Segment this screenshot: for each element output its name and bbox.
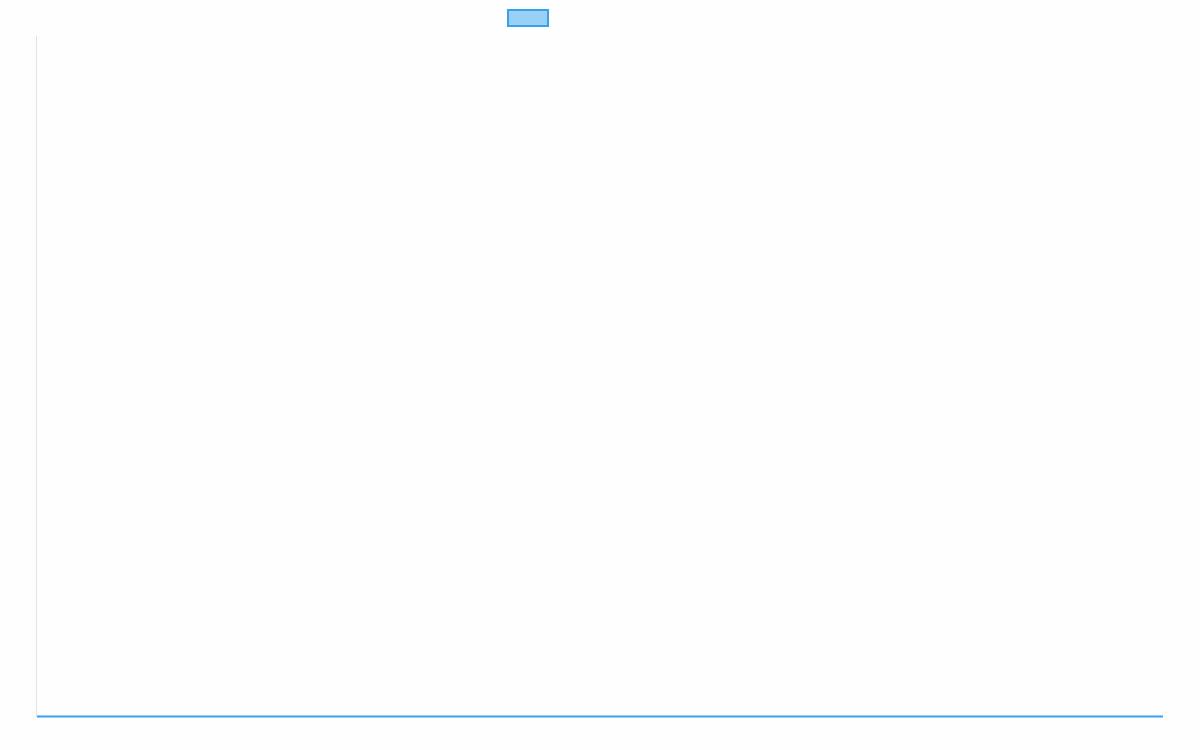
legend[interactable] bbox=[507, 9, 549, 27]
legend-swatch[interactable] bbox=[507, 9, 549, 27]
